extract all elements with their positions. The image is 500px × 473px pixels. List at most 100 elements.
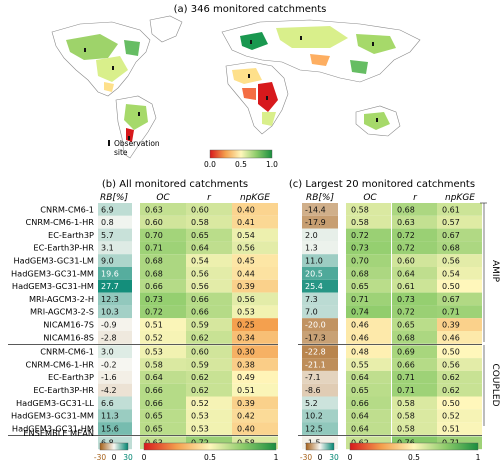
heatmap-cell-value: 0.73 <box>351 244 369 253</box>
table-b-rb-colorbar <box>99 442 129 451</box>
heatmap-cell <box>437 203 482 216</box>
heatmap-cell <box>392 331 437 344</box>
heatmap-cell <box>346 267 391 280</box>
observation-site-marker <box>250 40 252 44</box>
heatmap-cell-value: 0.63 <box>397 218 415 227</box>
heatmap-cell <box>186 358 232 371</box>
table-b-title: (b) All monitored catchments <box>102 179 248 190</box>
heatmap-cell-value: 0.66 <box>397 360 415 369</box>
heatmap-cell-value: 0.63 <box>145 205 163 214</box>
heatmap-cell <box>140 228 186 242</box>
heatmap-cell-value: 19.6 <box>101 269 119 278</box>
heatmap-cell <box>392 318 437 331</box>
heatmap-cell-value: -0.2 <box>101 360 117 369</box>
heatmap-cell <box>437 254 482 267</box>
catchment-patch <box>356 34 396 54</box>
heatmap-cell <box>232 203 278 216</box>
map-colorbar-tick: 0.0 <box>204 160 216 169</box>
heatmap-cell-value: 0.62 <box>442 386 460 395</box>
model-label: EC-Earth3P <box>48 230 94 240</box>
table-c-rb-colorbar <box>305 442 335 451</box>
heatmap-cell-value: 0.66 <box>191 308 209 317</box>
heatmap-cell <box>437 370 482 384</box>
heatmap-cell-value: 0.68 <box>351 269 369 278</box>
heatmap-cell <box>232 422 278 435</box>
group-label-amip: AMIP <box>490 260 500 283</box>
heatmap-cell-value: 1.3 <box>305 244 318 253</box>
heatmap-cell-value: 0.65 <box>145 424 163 433</box>
heatmap-cell <box>98 409 132 423</box>
heatmap-cell <box>437 345 482 359</box>
heatmap-cell-value: 25.4 <box>305 282 323 291</box>
heatmap-cell <box>346 215 391 229</box>
ensemble-mean-label: ENSEMBLE MEAN <box>23 428 94 438</box>
heatmap-cell-value: 0.68 <box>145 269 163 278</box>
heatmap-cell-value: 7.0 <box>305 308 318 317</box>
heatmap-cell <box>232 370 278 384</box>
heatmap-cell-value: 11.0 <box>305 257 323 266</box>
table-b-metric-colorbar <box>143 442 277 451</box>
heatmap-cell-value: 0.59 <box>191 360 209 369</box>
heatmap-cell <box>98 345 132 359</box>
heatmap-cell <box>346 345 391 359</box>
heatmap-cell-value: 0.56 <box>237 244 255 253</box>
heatmap-cell-value: 0.58 <box>397 412 415 421</box>
model-label: CNRM-CM6-1-HR <box>25 217 94 227</box>
heatmap-cell-value: 0.64 <box>397 269 415 278</box>
heatmap-cell-value: -17.9 <box>305 218 326 227</box>
table-c-header-rb: RB[%] <box>306 193 334 203</box>
heatmap-cell <box>392 228 437 242</box>
heatmap-cell-value: 0.70 <box>351 257 369 266</box>
model-label: EC-Earth3P <box>48 372 94 382</box>
heatmap-cell <box>140 370 186 384</box>
heatmap-cell <box>346 396 391 410</box>
heatmap-cell <box>346 254 391 267</box>
table-b-cells: 6.9 0.63 0.60 0.40 0.8 0.60 0.58 0.41 5.7 0.70 0.6… <box>8 203 278 450</box>
observation-sites <box>84 36 378 140</box>
heatmap-cell-value: 0.48 <box>351 348 369 357</box>
heatmap-cell-value: 0.45 <box>237 257 255 266</box>
heatmap-cell <box>186 292 232 306</box>
heatmap-cell <box>437 318 482 331</box>
heatmap-cell-value: 0.51 <box>442 424 460 433</box>
table-c-header-npkge: npKGE <box>445 193 475 203</box>
catchment-patch <box>240 32 268 50</box>
group-label-coupled: COUPLED <box>490 363 500 406</box>
heatmap-cell-value: 0.73 <box>397 295 415 304</box>
heatmap-cell <box>186 383 232 397</box>
table-b: (b) All monitored catchments RB[%] OC r … <box>8 179 279 462</box>
model-label: HadGEM3-GC31-HM <box>12 423 94 433</box>
heatmap-cell-value: 0.53 <box>145 348 163 357</box>
heatmap-cell <box>140 305 186 319</box>
observation-site-marker <box>248 74 250 78</box>
table-b-metric-tick: 0 <box>142 453 147 462</box>
heatmap-cell-value: 0.61 <box>442 205 460 214</box>
heatmap-cell-value: 0.46 <box>351 333 369 342</box>
heatmap-cell-value: 0.59 <box>191 321 209 330</box>
heatmap-cell <box>140 267 186 280</box>
heatmap-cell <box>346 228 391 242</box>
heatmap-cell <box>437 279 482 293</box>
heatmap-cell <box>302 370 338 384</box>
model-label: EC-Earth3P-HR <box>33 243 94 253</box>
heatmap-cell <box>302 228 338 242</box>
heatmap-cell <box>346 292 391 306</box>
heatmap-cell-value: 0.53 <box>191 412 209 421</box>
heatmap-cell-value: 0.74 <box>351 308 369 317</box>
heatmap-cell-value: -2.8 <box>101 333 117 342</box>
heatmap-cell <box>186 241 232 255</box>
heatmap-cell <box>186 422 232 435</box>
heatmap-cell-value: 0.68 <box>442 244 460 253</box>
table-b-model-labels: CNRM-CM6-1 CNRM-CM6-1-HR EC-Earth3P EC-Eart… <box>11 204 94 433</box>
heatmap-cell-value: -1.6 <box>101 373 117 382</box>
heatmap-cell-value: 0.66 <box>145 282 163 291</box>
heatmap-cell <box>186 279 232 293</box>
heatmap-cell-value: 0.50 <box>442 282 460 291</box>
heatmap-cell <box>98 215 132 229</box>
heatmap-cell <box>346 383 391 397</box>
heatmap-cell-value: 15.6 <box>101 424 119 433</box>
heatmap-cell <box>232 241 278 255</box>
heatmap-cell-value: 0.56 <box>191 282 209 291</box>
heatmap-cell-value: 10.2 <box>305 412 323 421</box>
heatmap-cell-value: 7.3 <box>305 295 318 304</box>
